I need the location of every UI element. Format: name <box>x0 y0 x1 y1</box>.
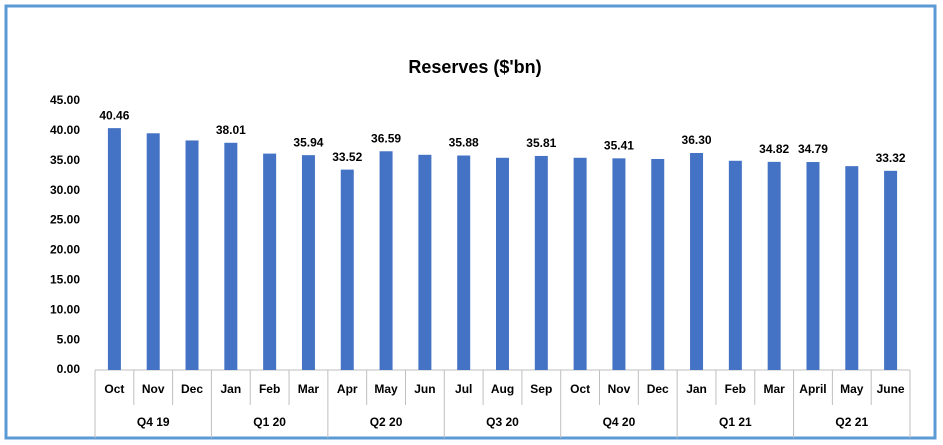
group-label: Q2 20 <box>370 415 403 429</box>
y-tick-label: 25.00 <box>50 213 80 227</box>
data-label: 33.32 <box>876 151 906 165</box>
bar <box>263 153 277 370</box>
x-tick-label: Oct <box>570 382 590 396</box>
bar <box>573 157 587 370</box>
bar <box>651 158 665 370</box>
data-label: 33.52 <box>332 150 362 164</box>
bar <box>340 169 354 370</box>
data-label: 36.30 <box>682 133 712 147</box>
group-label: Q4 20 <box>603 415 636 429</box>
x-tick-label: May <box>374 382 398 396</box>
x-tick-label: Aug <box>491 382 514 396</box>
data-label: 35.88 <box>449 136 479 150</box>
data-label: 34.82 <box>759 142 789 156</box>
y-tick-label: 45.00 <box>50 93 80 107</box>
bar <box>767 161 781 370</box>
group-label: Q1 21 <box>719 415 752 429</box>
x-tick-label: June <box>877 382 905 396</box>
data-label: 34.79 <box>798 142 828 156</box>
bar <box>418 154 432 370</box>
group-label: Q1 20 <box>253 415 286 429</box>
bar <box>146 133 160 370</box>
data-label: 40.46 <box>99 108 129 122</box>
bar <box>496 157 509 370</box>
x-tick-label: Dec <box>181 382 203 396</box>
bar <box>690 153 704 370</box>
x-tick-label: Sep <box>530 382 552 396</box>
data-label: 38.01 <box>216 123 246 137</box>
x-tick-label: Mar <box>298 382 320 396</box>
bar <box>845 166 859 370</box>
data-label: 35.94 <box>293 135 323 149</box>
chart-title: Reserves ($'bn) <box>408 57 541 77</box>
data-label: 35.81 <box>526 136 556 150</box>
bar <box>457 155 471 370</box>
y-tick-label: 40.00 <box>50 123 80 137</box>
bar <box>534 155 548 370</box>
data-label: 36.59 <box>371 131 401 145</box>
y-tick-label: 15.00 <box>50 273 80 287</box>
x-tick-label: Jan <box>686 382 707 396</box>
y-tick-label: 10.00 <box>50 302 80 316</box>
bar <box>612 158 626 370</box>
data-label: 35.41 <box>604 138 634 152</box>
bar <box>806 162 820 370</box>
x-tick-label: Jun <box>414 382 435 396</box>
x-tick-label: Feb <box>259 382 280 396</box>
x-tick-label: Apr <box>337 382 358 396</box>
group-label: Q2 21 <box>835 415 868 429</box>
y-tick-label: 20.00 <box>50 243 80 257</box>
bar <box>224 142 238 370</box>
group-label: Q4 19 <box>137 415 170 429</box>
x-tick-label: Nov <box>142 382 165 396</box>
bar <box>185 140 199 370</box>
y-tick-label: 0.00 <box>57 362 81 376</box>
x-tick-label: Jan <box>220 382 241 396</box>
x-tick-label: Oct <box>104 382 124 396</box>
x-tick-label: Feb <box>725 382 746 396</box>
x-tick-label: Nov <box>608 382 631 396</box>
x-tick-label: Mar <box>763 382 785 396</box>
bar <box>728 160 742 370</box>
y-tick-label: 30.00 <box>50 183 80 197</box>
y-tick-label: 35.00 <box>50 153 80 167</box>
x-tick-label: April <box>799 382 826 396</box>
bar <box>301 155 315 370</box>
bar <box>379 151 393 370</box>
group-label: Q3 20 <box>486 415 519 429</box>
y-tick-label: 5.00 <box>57 332 81 346</box>
bar <box>107 128 121 370</box>
x-tick-label: Dec <box>647 382 669 396</box>
x-tick-label: Jul <box>455 382 472 396</box>
bar <box>884 170 898 370</box>
x-tick-label: May <box>840 382 864 396</box>
